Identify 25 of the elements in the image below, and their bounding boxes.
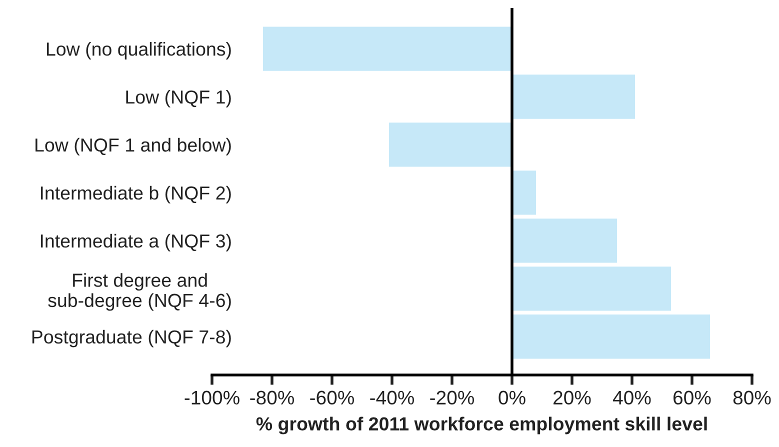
- x-axis-title: % growth of 2011 workforce employment skill level: [256, 416, 707, 434]
- x-tick-label: -80%: [250, 390, 294, 405]
- x-tick-label: -20%: [430, 390, 474, 405]
- bar: [512, 266, 671, 311]
- y-tick-label: Postgraduate (NQF 7-8): [32, 330, 231, 348]
- bar: [512, 218, 617, 263]
- bar: [263, 26, 512, 71]
- x-tick-label: 80%: [733, 390, 771, 405]
- y-tick-label: Intermediate b (NQF 2): [40, 186, 231, 204]
- y-tick-label: Intermediate a (NQF 3): [40, 234, 231, 252]
- y-tick-label: Low (NQF 1 and below): [36, 138, 231, 156]
- x-tick-label: -60%: [310, 390, 354, 405]
- y-tick-label: First degree and sub-degree (NQF 4-6): [48, 273, 231, 311]
- x-tick-label: 20%: [554, 390, 591, 405]
- bar: [512, 314, 710, 359]
- x-tick-label: 60%: [674, 390, 711, 405]
- y-tick-label: Low (NQF 1): [126, 90, 231, 108]
- bar: [512, 74, 635, 119]
- x-tick-label: -100%: [184, 390, 240, 405]
- x-tick-label: 0%: [498, 390, 526, 405]
- x-tick-label: -40%: [370, 390, 414, 405]
- x-tick-label: 40%: [612, 390, 651, 405]
- bar: [512, 170, 536, 215]
- bar: [389, 122, 512, 167]
- y-tick-label: Low (no qualifications): [46, 42, 231, 60]
